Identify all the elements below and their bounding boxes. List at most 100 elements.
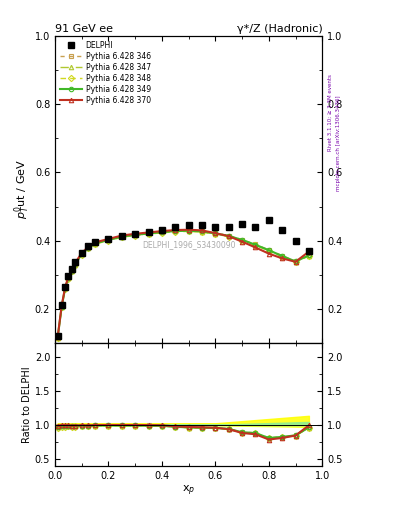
Pythia 6.428 349 (59, 304, 64, 310)
Pythia 6.428 348 (307, 253, 311, 259)
Pythia 6.428 370 (55, 334, 60, 340)
DELPHI (66, 273, 71, 280)
Text: mcplots.cern.ch [arXiv:1306.3436]: mcplots.cern.ch [arXiv:1306.3436] (336, 96, 341, 191)
Pythia 6.428 348 (160, 230, 164, 236)
Pythia 6.428 370 (280, 255, 285, 262)
DELPHI (133, 231, 138, 237)
Pythia 6.428 349 (119, 233, 124, 240)
Text: DELPHI_1996_S3430090: DELPHI_1996_S3430090 (142, 240, 235, 249)
Pythia 6.428 347 (186, 228, 191, 234)
DELPHI (307, 248, 311, 254)
Pythia 6.428 348 (280, 253, 285, 260)
Pythia 6.428 349 (133, 232, 138, 238)
Pythia 6.428 346 (59, 303, 64, 309)
DELPHI (93, 239, 97, 245)
Pythia 6.428 347 (307, 252, 311, 259)
Pythia 6.428 346 (266, 247, 271, 253)
Pythia 6.428 347 (93, 241, 97, 247)
Pythia 6.428 348 (133, 232, 138, 239)
Pythia 6.428 346 (200, 228, 204, 234)
Pythia 6.428 346 (133, 231, 138, 238)
Pythia 6.428 348 (200, 229, 204, 235)
Pythia 6.428 347 (146, 231, 151, 237)
Pythia 6.428 347 (66, 275, 71, 281)
Pythia 6.428 346 (106, 237, 111, 243)
Pythia 6.428 348 (173, 229, 178, 235)
DELPHI (253, 224, 258, 230)
Pythia 6.428 370 (66, 274, 71, 280)
Pythia 6.428 349 (70, 268, 74, 274)
Pythia 6.428 346 (146, 230, 151, 236)
DELPHI (280, 227, 285, 233)
Pythia 6.428 347 (70, 268, 74, 274)
Pythia 6.428 349 (73, 261, 77, 267)
Pythia 6.428 348 (86, 245, 91, 251)
Pythia 6.428 349 (307, 252, 311, 259)
Pythia 6.428 346 (186, 227, 191, 233)
Pythia 6.428 347 (173, 228, 178, 234)
Pythia 6.428 346 (93, 240, 97, 246)
Pythia 6.428 347 (59, 304, 64, 310)
Pythia 6.428 346 (119, 233, 124, 239)
Pythia 6.428 348 (293, 259, 298, 265)
Pythia 6.428 346 (280, 252, 285, 259)
Line: Pythia 6.428 347: Pythia 6.428 347 (55, 229, 311, 340)
Pythia 6.428 346 (66, 274, 71, 281)
Pythia 6.428 347 (200, 229, 204, 235)
Pythia 6.428 370 (106, 236, 111, 242)
Pythia 6.428 347 (226, 233, 231, 239)
X-axis label: x$_p$: x$_p$ (182, 483, 195, 498)
Pythia 6.428 346 (307, 252, 311, 258)
Pythia 6.428 370 (119, 232, 124, 239)
Pythia 6.428 370 (63, 284, 68, 290)
DELPHI (146, 229, 151, 235)
Pythia 6.428 348 (55, 335, 60, 341)
Line: Pythia 6.428 348: Pythia 6.428 348 (55, 229, 311, 340)
Line: Pythia 6.428 346: Pythia 6.428 346 (55, 228, 311, 339)
Pythia 6.428 370 (146, 229, 151, 236)
Pythia 6.428 348 (253, 242, 258, 248)
Pythia 6.428 348 (93, 241, 97, 247)
Pythia 6.428 347 (106, 237, 111, 243)
Pythia 6.428 347 (63, 285, 68, 291)
Legend: DELPHI, Pythia 6.428 346, Pythia 6.428 347, Pythia 6.428 348, Pythia 6.428 349, : DELPHI, Pythia 6.428 346, Pythia 6.428 3… (59, 39, 152, 106)
Pythia 6.428 370 (186, 227, 191, 233)
DELPHI (86, 243, 91, 249)
Pythia 6.428 346 (79, 250, 84, 257)
Pythia 6.428 347 (160, 229, 164, 236)
DELPHI (200, 222, 204, 228)
Pythia 6.428 370 (59, 303, 64, 309)
DELPHI (73, 259, 77, 265)
Pythia 6.428 370 (200, 227, 204, 233)
Pythia 6.428 349 (160, 229, 164, 235)
Text: γ*/Z (Hadronic): γ*/Z (Hadronic) (237, 24, 322, 34)
Pythia 6.428 347 (86, 245, 91, 251)
Pythia 6.428 347 (253, 242, 258, 248)
Pythia 6.428 348 (119, 234, 124, 240)
Text: 91 GeV ee: 91 GeV ee (55, 24, 113, 34)
DELPHI (226, 224, 231, 230)
DELPHI (55, 333, 60, 339)
Pythia 6.428 348 (79, 251, 84, 258)
Pythia 6.428 346 (73, 261, 77, 267)
Pythia 6.428 346 (173, 228, 178, 234)
Pythia 6.428 370 (93, 239, 97, 245)
Pythia 6.428 349 (293, 259, 298, 265)
Pythia 6.428 349 (200, 228, 204, 234)
Pythia 6.428 370 (173, 227, 178, 233)
DELPHI (70, 266, 74, 272)
Pythia 6.428 348 (73, 262, 77, 268)
DELPHI (240, 221, 244, 227)
Text: Rivet 3.1.10; ≥ 3.3M events: Rivet 3.1.10; ≥ 3.3M events (328, 74, 333, 151)
Pythia 6.428 347 (293, 259, 298, 265)
Pythia 6.428 347 (213, 231, 218, 237)
Pythia 6.428 349 (63, 285, 68, 291)
Pythia 6.428 370 (266, 250, 271, 257)
Pythia 6.428 348 (240, 238, 244, 244)
Pythia 6.428 347 (240, 237, 244, 243)
Pythia 6.428 347 (79, 251, 84, 258)
Pythia 6.428 349 (55, 334, 60, 340)
Pythia 6.428 349 (173, 228, 178, 234)
Pythia 6.428 349 (266, 247, 271, 253)
Pythia 6.428 349 (106, 237, 111, 243)
